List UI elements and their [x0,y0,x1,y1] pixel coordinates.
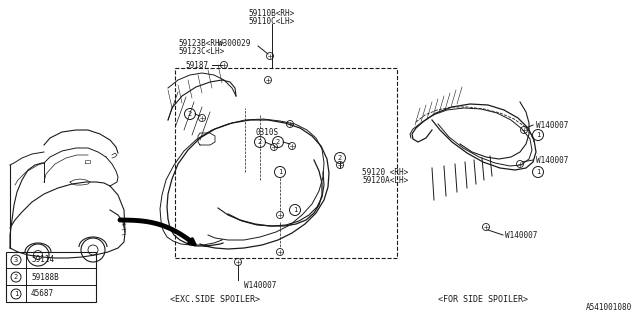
Text: 59187: 59187 [185,60,208,69]
Bar [175,68,397,258]
Text: 1: 1 [14,291,18,297]
Text: 1: 1 [536,132,540,138]
Text: W140007: W140007 [505,230,538,239]
Text: W140007: W140007 [536,121,568,130]
Text: 1: 1 [278,169,282,175]
Text: 2: 2 [14,274,18,280]
Text: 45687: 45687 [31,290,54,299]
Text: <EXC.SIDE SPOILER>: <EXC.SIDE SPOILER> [170,295,260,305]
Bar [6,252,96,302]
Text: 59110B<RH>: 59110B<RH> [249,9,295,18]
Text: 3: 3 [14,257,18,263]
Text: 2: 2 [188,111,192,117]
Text: 59120 <RH>: 59120 <RH> [362,167,408,177]
Text: 59188B: 59188B [31,273,59,282]
Text: W140007: W140007 [536,156,568,164]
Text: 59120A<LH>: 59120A<LH> [362,175,408,185]
Text: A541001080: A541001080 [586,303,632,312]
Text: <FOR SIDE SPOILER>: <FOR SIDE SPOILER> [438,295,528,305]
Text: W140007: W140007 [244,282,276,291]
Text: 59110C<LH>: 59110C<LH> [249,17,295,26]
Text: W300029: W300029 [218,38,250,47]
Text: 2: 2 [338,155,342,161]
Text: 2: 2 [276,139,280,145]
Text: 1: 1 [293,207,297,213]
Text: 1: 1 [536,169,540,175]
Text: 2: 2 [258,139,262,145]
Text: 59123C<LH>: 59123C<LH> [178,46,224,55]
Text: 59114: 59114 [31,255,54,265]
Text: 59123B<RH>: 59123B<RH> [178,38,224,47]
Text: 0310S: 0310S [255,127,278,137]
